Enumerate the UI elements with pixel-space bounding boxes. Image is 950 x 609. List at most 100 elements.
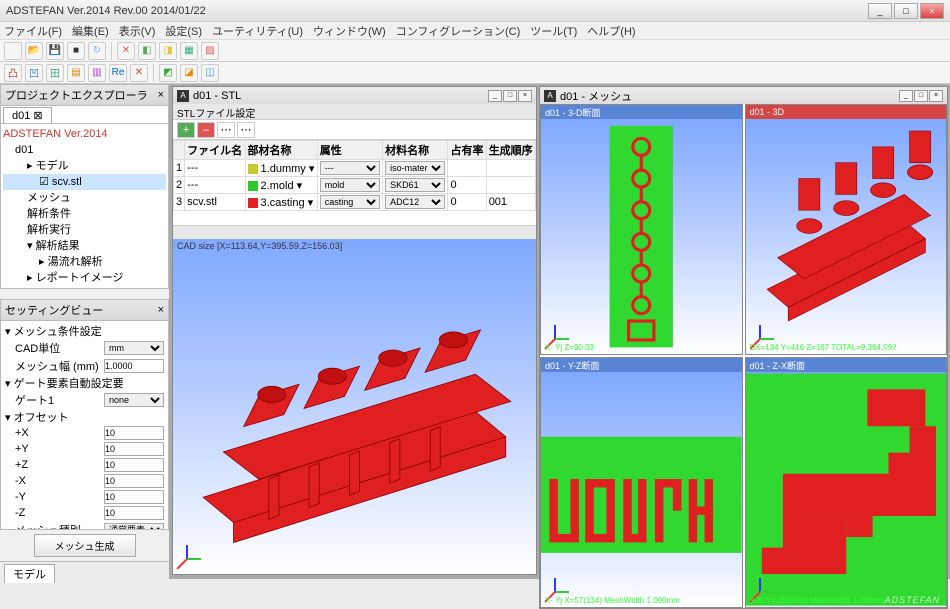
table-row[interactable]: 2--- 2.mold ▾moldSKD610 xyxy=(174,177,536,194)
toolbar-button[interactable]: ◧ xyxy=(138,42,156,60)
maximize-button[interactable]: □ xyxy=(894,3,918,19)
menu-item[interactable]: 編集(E) xyxy=(72,23,109,39)
toolbar-button[interactable]: ✕ xyxy=(117,42,135,60)
toolbar-button[interactable]: ▤ xyxy=(67,64,85,82)
view-title: d01 - Y-Z断面 xyxy=(541,358,742,372)
toolbar-button[interactable]: ✕ xyxy=(130,64,148,82)
workspace: A d01 - STL _ □ × STLファイル設定 + – ⋯ ⋯ xyxy=(170,84,950,579)
settings-value[interactable]: none xyxy=(104,393,164,407)
settings-value[interactable] xyxy=(104,490,164,504)
view-info: X- Yj X=57(134) MeshWidth 1.000mm xyxy=(545,596,680,605)
watermark: ADSTEFAN xyxy=(885,342,940,352)
tree-node[interactable]: d01 xyxy=(3,142,166,158)
toolbar-button[interactable]: □ xyxy=(4,42,22,60)
tree-node[interactable]: 解析実行 xyxy=(3,222,166,238)
tree-node[interactable]: ▸ レポートイメージ xyxy=(3,270,166,286)
view-title: d01 - 3D xyxy=(746,105,947,119)
settings-value[interactable] xyxy=(104,474,164,488)
menu-item[interactable]: ファイル(F) xyxy=(4,23,62,39)
toolbar-button[interactable]: ▨ xyxy=(201,42,219,60)
mesh-generate-button[interactable]: メッシュ生成 xyxy=(34,534,136,557)
settings-value[interactable] xyxy=(104,506,164,520)
doc-close-button[interactable]: × xyxy=(929,90,943,102)
toolbar-button[interactable]: ◫ xyxy=(201,64,219,82)
tree-node[interactable]: ▾ 解析結果 xyxy=(3,238,166,254)
settings-label: メッシュ種別 xyxy=(5,522,104,530)
settings-value[interactable]: 通常要素 xyxy=(104,523,164,530)
setting-close-icon[interactable]: × xyxy=(158,304,164,316)
toolbar-button[interactable]: 💾 xyxy=(46,42,64,60)
mesh-quad-view: d01 - 3-D断面 xyxy=(540,104,947,608)
toolbar-button[interactable]: ◪ xyxy=(180,64,198,82)
toolbar-button[interactable]: 凹 xyxy=(25,64,43,82)
settings-row: -Z xyxy=(3,505,166,521)
settings-group[interactable]: ▾ オフセット xyxy=(3,409,166,425)
settings-group[interactable]: ▾ ゲート要素自動設定要 xyxy=(3,375,166,391)
settings-value[interactable] xyxy=(104,359,164,373)
tree-node[interactable]: ▸ モデル xyxy=(3,158,166,174)
doc-min-button[interactable]: _ xyxy=(899,90,913,102)
mesh-view-3d[interactable]: d01 - 3D xyxy=(745,104,948,355)
toolbar-1: □📂💾■↻ ✕◧◨▦▨ xyxy=(0,40,950,62)
settings-label: +Z xyxy=(5,459,104,471)
menu-item[interactable]: 表示(V) xyxy=(119,23,156,39)
mesh-view-zx[interactable]: d01 - Z-X断面 xyxy=(745,357,948,608)
toolbar-button[interactable]: ▦ xyxy=(180,42,198,60)
tree-node[interactable]: メッシュ xyxy=(3,190,166,206)
table-row[interactable]: 3scv.stl 3.casting ▾castingADC120001 xyxy=(174,194,536,211)
toolbar-button[interactable]: Re xyxy=(109,64,127,82)
mesh-view-3d-section[interactable]: d01 - 3-D断面 xyxy=(540,104,743,355)
doc-max-button[interactable]: □ xyxy=(503,90,517,102)
settings-label: +Y xyxy=(5,443,104,455)
stl-delete-button[interactable]: – xyxy=(197,122,215,138)
toolbar-button[interactable]: ■ xyxy=(67,42,85,60)
doc-min-button[interactable]: _ xyxy=(488,90,502,102)
tab-model[interactable]: モデル xyxy=(4,564,55,583)
toolbar-button[interactable]: ◩ xyxy=(159,64,177,82)
tree-root[interactable]: ADSTEFAN Ver.2014 xyxy=(3,126,166,142)
toolbar-button[interactable]: ◨ xyxy=(159,42,177,60)
window-title-bar: ADSTEFAN Ver.2014 Rev.00 2014/01/22 _ □ … xyxy=(0,0,950,22)
watermark: ADSTEFAN xyxy=(475,562,530,572)
view-title: d01 - 3-D断面 xyxy=(541,105,742,119)
explorer-close-icon[interactable]: × xyxy=(158,89,164,101)
doc-max-button[interactable]: □ xyxy=(914,90,928,102)
settings-value[interactable] xyxy=(104,426,164,440)
table-cell: SKD61 xyxy=(383,177,448,194)
settings-value[interactable]: mm xyxy=(104,341,164,355)
stl-tool-button[interactable]: ⋯ xyxy=(237,122,255,138)
settings-value[interactable] xyxy=(104,458,164,472)
menu-item[interactable]: ツール(T) xyxy=(530,23,577,39)
explorer-tab-d01[interactable]: d01 ⊠ xyxy=(3,107,52,123)
minimize-button[interactable]: _ xyxy=(868,3,892,19)
stl-scroll[interactable] xyxy=(173,225,536,239)
tree-node[interactable]: ▸ 湯流れ解析 xyxy=(3,254,166,270)
menu-item[interactable]: ヘルプ(H) xyxy=(587,23,635,39)
settings-value[interactable] xyxy=(104,442,164,456)
menu-item[interactable]: ウィンドウ(W) xyxy=(313,23,386,39)
menu-item[interactable]: 設定(S) xyxy=(165,23,202,39)
toolbar-button[interactable]: ↻ xyxy=(88,42,106,60)
tree-node[interactable]: 解析条件 xyxy=(3,206,166,222)
toolbar-button[interactable]: 凸 xyxy=(4,64,22,82)
menu-item[interactable]: コンフィグレーション(C) xyxy=(396,23,521,39)
tree-node[interactable]: ☑ scv.stl xyxy=(3,174,166,190)
doc-close-button[interactable]: × xyxy=(518,90,532,102)
toolbar-button[interactable]: 📂 xyxy=(25,42,43,60)
toolbar-button[interactable]: 田 xyxy=(46,64,64,82)
menu-item[interactable]: ユーティリティ(U) xyxy=(212,23,303,39)
cad-model xyxy=(173,239,536,574)
settings-group[interactable]: ▾ メッシュ条件設定 xyxy=(3,323,166,339)
stl-viewport[interactable]: CAD size [X=113.64,Y=395.59,Z=156.03] xyxy=(173,239,536,574)
settings-label: ゲート1 xyxy=(5,392,104,408)
table-cell xyxy=(448,160,486,177)
stl-tool-button[interactable]: ⋯ xyxy=(217,122,235,138)
settings-row: -X xyxy=(3,473,166,489)
toolbar-button[interactable]: ▥ xyxy=(88,64,106,82)
close-button[interactable]: × xyxy=(920,3,944,19)
mesh-view-yz[interactable]: d01 - Y-Z断面 xyxy=(540,357,743,608)
table-cell: ADC12 xyxy=(383,194,448,211)
table-row[interactable]: 1--- 1.dummy ▾---iso-material xyxy=(174,160,536,177)
stl-add-button[interactable]: + xyxy=(177,122,195,138)
stl-doc-title-bar: A d01 - STL _ □ × xyxy=(173,87,536,104)
